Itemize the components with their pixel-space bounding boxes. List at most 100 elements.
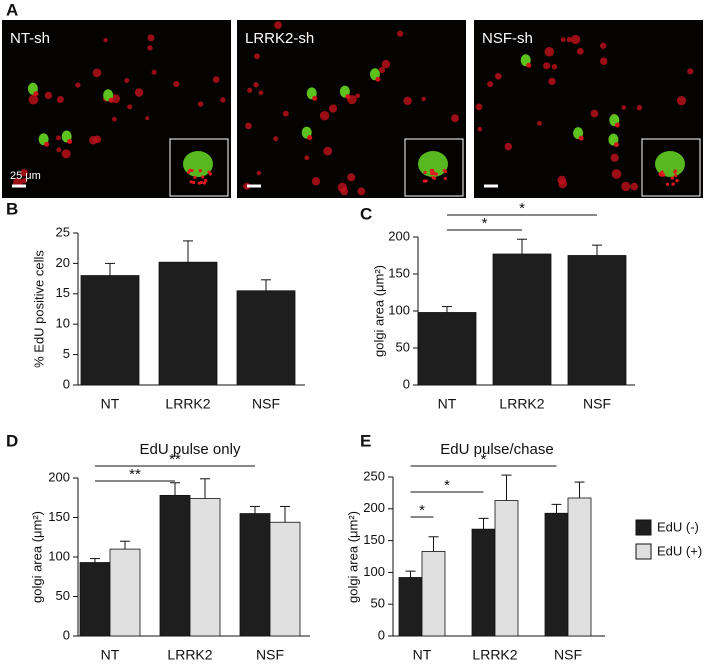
panel-label: B (6, 199, 18, 218)
inset-golgi (430, 171, 434, 176)
panel-label: A (6, 0, 18, 19)
bar (494, 500, 519, 637)
significance-label: * (444, 477, 450, 494)
cell-red (544, 47, 555, 57)
cell-red (103, 38, 108, 43)
cell-red (451, 114, 459, 123)
cell-red (311, 177, 321, 186)
cell-red (557, 175, 566, 185)
error-bar (501, 474, 512, 501)
micrograph: NSF-sh (474, 20, 703, 198)
error-bar (517, 238, 527, 255)
cell-red (134, 88, 144, 97)
x-tick-label: LRRK2 (499, 396, 544, 412)
inset-golgi (189, 180, 193, 184)
image-label: NT-sh (10, 30, 50, 47)
cell-red (600, 42, 607, 49)
significance-label: * (481, 451, 487, 468)
cell-red (151, 69, 157, 75)
cell-red (147, 45, 153, 51)
y-tick-label: 20 (56, 255, 70, 270)
cell-red (610, 153, 619, 162)
inset-golgi (207, 170, 211, 174)
cell-red (108, 97, 114, 103)
cell-red (355, 93, 361, 99)
inset-golgi (199, 180, 204, 185)
cell-red (576, 47, 584, 55)
cell-red (44, 141, 50, 147)
inset-golgi (675, 179, 679, 183)
error-bar (183, 240, 193, 263)
cell-red (33, 91, 39, 97)
legend-label: EdU (-) (657, 519, 699, 534)
cell-red (28, 94, 39, 105)
bar (421, 551, 446, 637)
cell-red (56, 147, 62, 153)
error-bar (170, 482, 180, 496)
error-bar (250, 505, 260, 514)
inset-golgi (193, 175, 197, 179)
cell-red (44, 91, 53, 100)
inset-golgi (192, 180, 196, 185)
x-tick-label: LRRK2 (167, 647, 212, 663)
cell-red (304, 155, 310, 161)
y-tick-label: 25 (56, 224, 70, 239)
cell-red (173, 81, 180, 88)
y-tick-label: 15 (56, 285, 70, 300)
cell-red (570, 34, 581, 45)
error-bar (478, 517, 489, 530)
cell-red (245, 122, 252, 130)
cell-red (560, 37, 566, 43)
y-tick-label: 10 (56, 316, 70, 331)
cell-red (243, 182, 251, 190)
x-tick-label: NSF (256, 647, 284, 663)
cell-red (312, 95, 318, 101)
cell-red (61, 149, 71, 159)
inset-golgi (442, 168, 446, 173)
micrograph: NT-sh (2, 20, 231, 198)
cell-red (323, 146, 333, 156)
y-tick-label: 50 (56, 588, 70, 603)
error-bar (280, 505, 290, 523)
error-bar (574, 481, 585, 498)
y-tick-label: 250 (363, 468, 385, 483)
cell-red (475, 103, 483, 111)
inset-golgi (201, 175, 205, 179)
y-tick-label: 150 (388, 265, 410, 280)
error-bar (442, 306, 452, 313)
cell-red (611, 169, 622, 179)
y-tick-label: 0 (378, 627, 385, 642)
cell-red (421, 96, 426, 102)
cell-red (676, 95, 687, 106)
cell-red (613, 142, 619, 148)
cell-red (56, 135, 61, 141)
x-tick-label: NSF (554, 647, 582, 663)
y-tick-label: 200 (388, 228, 410, 243)
y-tick-label: 100 (363, 564, 385, 579)
x-tick-label: LRRK2 (472, 647, 517, 663)
cell-red (487, 81, 494, 88)
y-axis-label: % EdU positive cells (31, 250, 46, 368)
cell-red (630, 182, 639, 191)
inset-golgi (202, 181, 207, 185)
cell-red (282, 110, 289, 117)
x-tick-label: NT (438, 396, 457, 412)
y-tick-label: 200 (48, 469, 70, 484)
cell-red (254, 53, 260, 60)
bar (236, 290, 296, 386)
inset-golgi (432, 176, 437, 180)
cell-red (273, 136, 279, 142)
cell-red (495, 72, 502, 80)
cell-red (378, 66, 386, 74)
cell-red (20, 168, 28, 177)
cell-red (621, 181, 631, 192)
inset-golgi (204, 178, 208, 183)
bar (239, 513, 271, 637)
cell-red (537, 120, 542, 126)
cell-red (687, 68, 694, 75)
x-tick-label: NT (101, 396, 120, 412)
bar (492, 253, 552, 386)
y-tick-label: 200 (363, 500, 385, 515)
error-bar (592, 244, 602, 256)
cell-red (147, 34, 155, 42)
